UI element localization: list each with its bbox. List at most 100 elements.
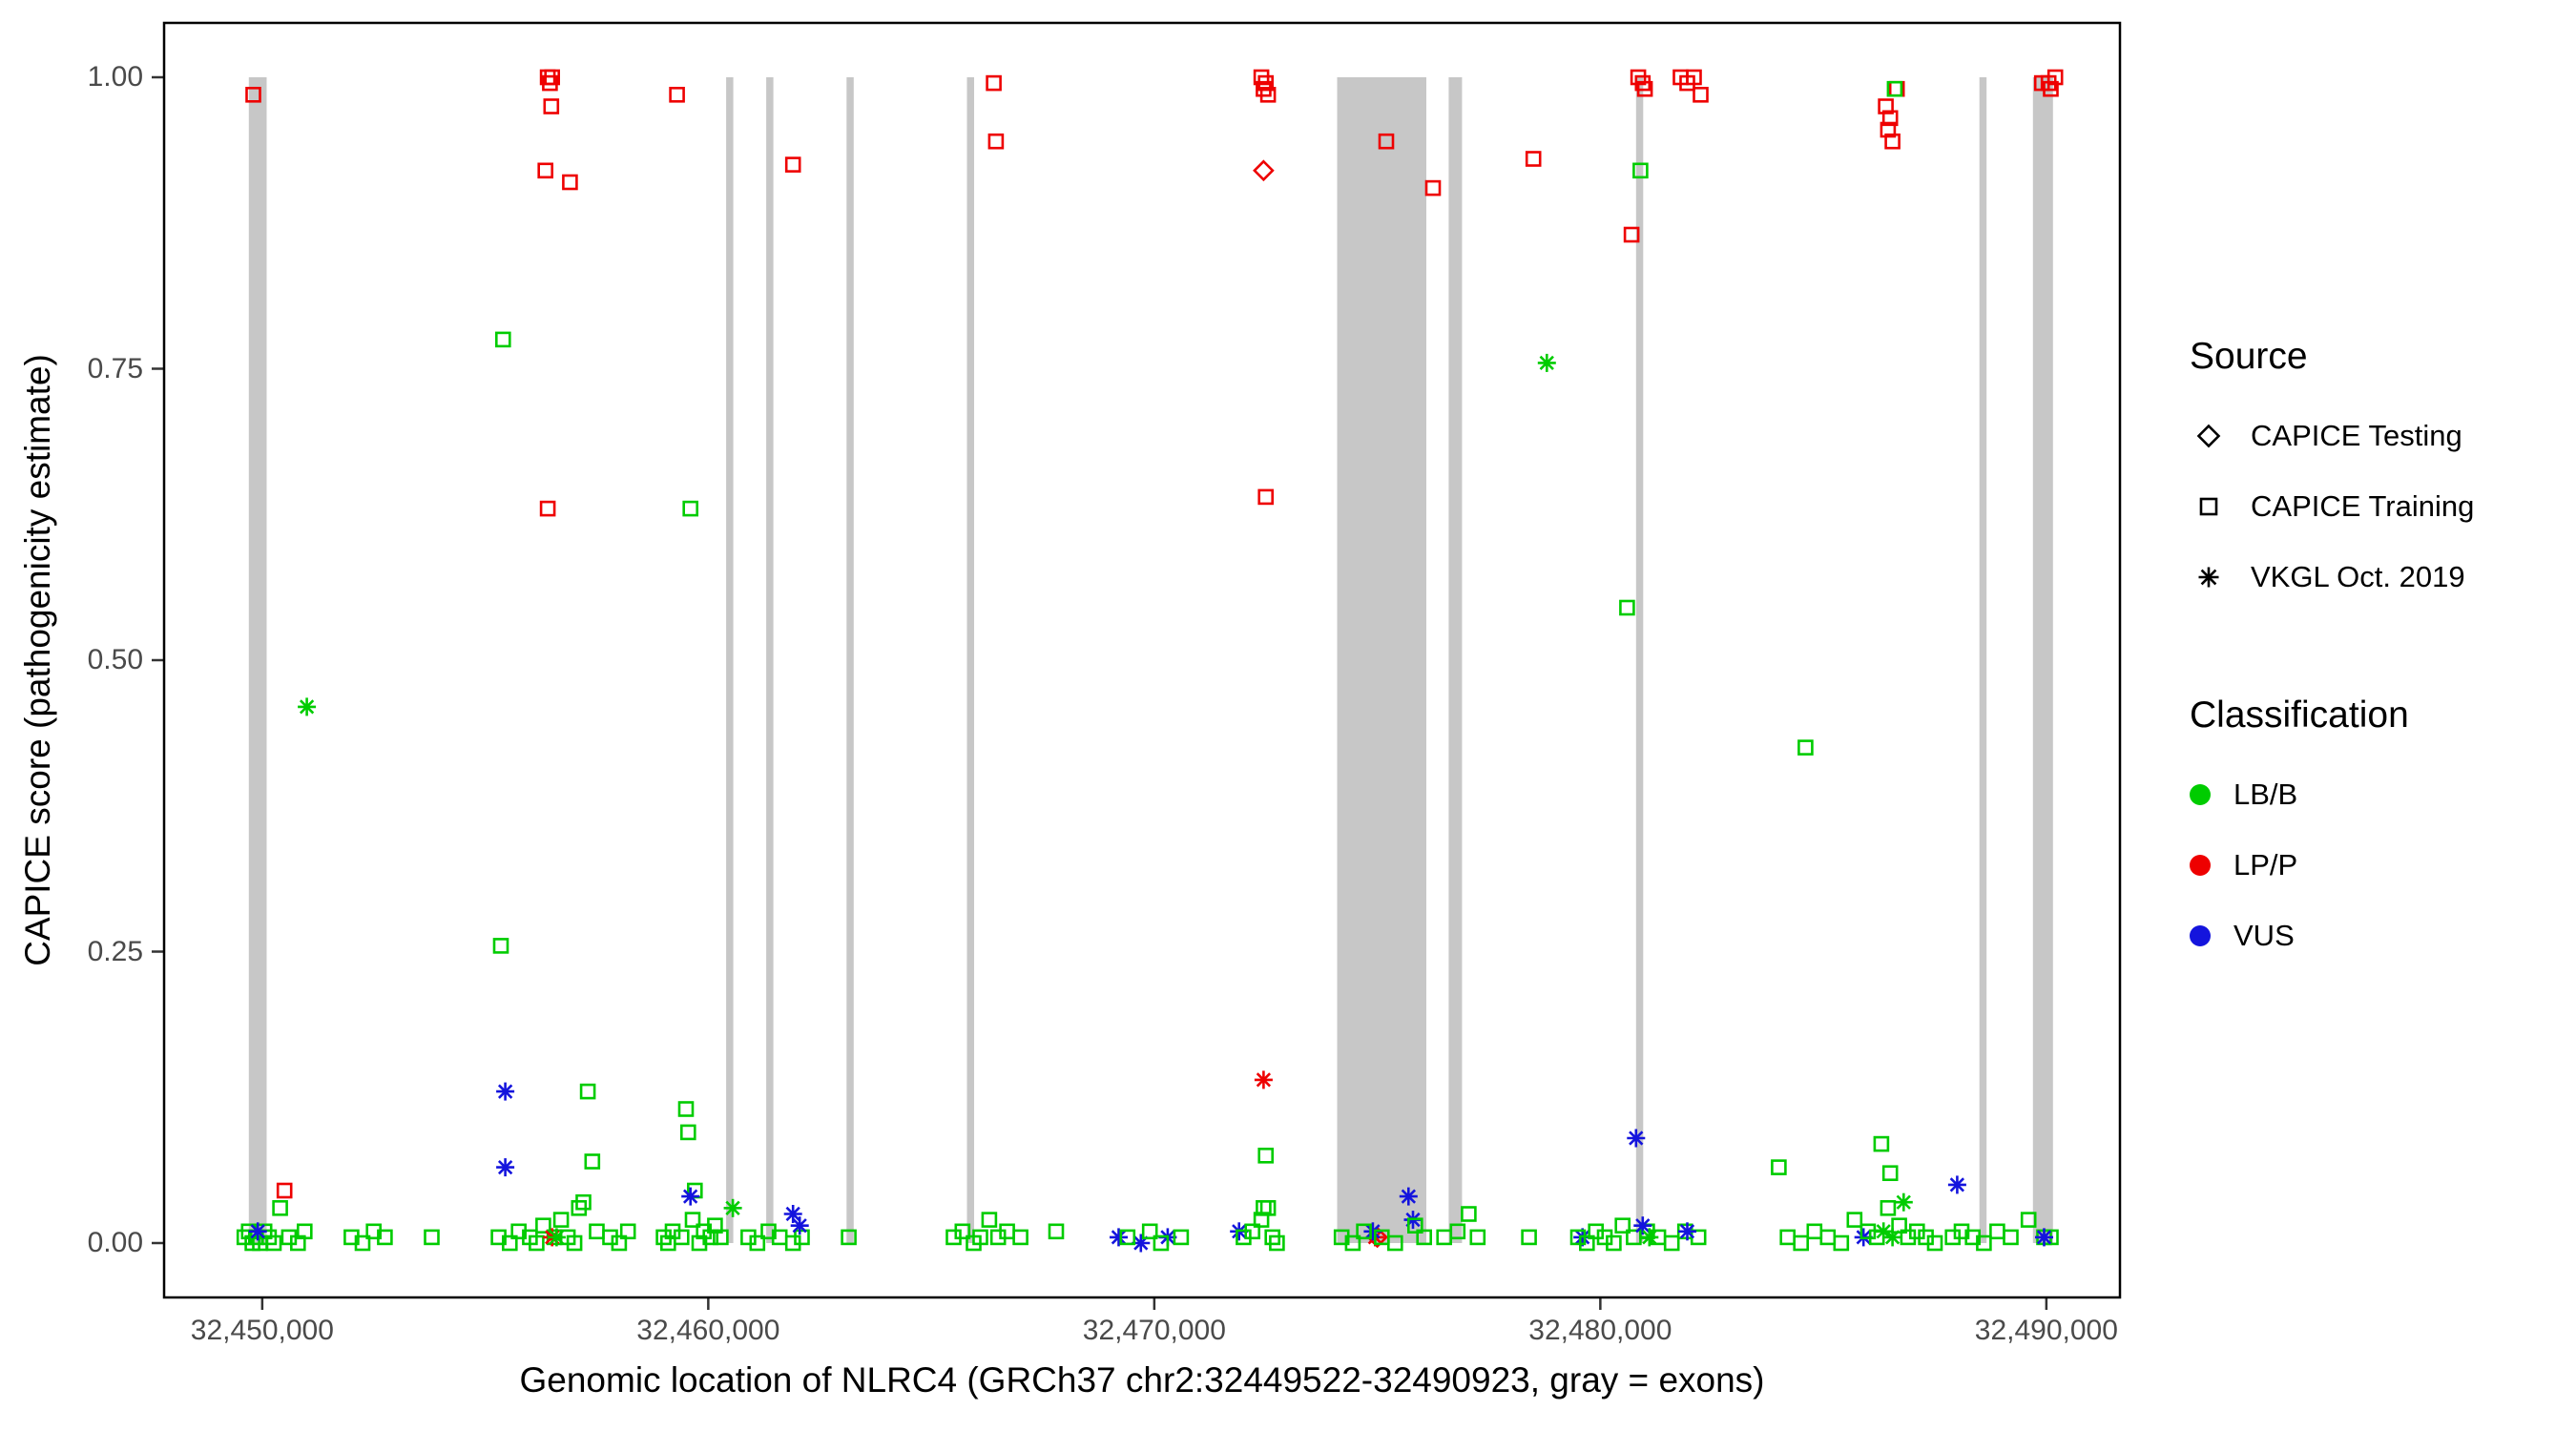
square-marker: [377, 1229, 393, 1246]
square-marker: [1886, 80, 1903, 97]
legend-item-lbb: LB/B: [2190, 759, 2562, 830]
exon-bar: [846, 77, 854, 1243]
x-tick-label: 32,480,000: [1528, 1315, 1672, 1346]
x-axis-tick-labels: 32,450,000 32,460,000 32,470,000 32,480,000…: [0, 1315, 2576, 1357]
square-marker: [2046, 69, 2064, 86]
square-marker: [611, 1234, 628, 1252]
square-marker: [1141, 1223, 1158, 1240]
square-marker: [1469, 1229, 1486, 1246]
exon-bar: [726, 77, 734, 1243]
square-marker: [1416, 1229, 1432, 1246]
asterisk-marker: [2036, 1230, 2052, 1245]
square-marker: [987, 133, 1005, 150]
square-marker: [1269, 1234, 1285, 1252]
asterisk-marker: [1884, 1230, 1901, 1245]
asterisk-marker: [1679, 1224, 1695, 1239]
legend-source-title: Source: [2190, 336, 2308, 377]
legend-item-label: LP/P: [2233, 848, 2298, 881]
square-marker: [713, 1229, 729, 1246]
square-marker: [272, 1200, 288, 1216]
square-marker: [1881, 110, 1899, 127]
square-marker: [669, 87, 685, 103]
asterisk-marker: [1629, 1130, 1644, 1146]
asterisk-marker: [792, 1218, 807, 1234]
diamond-marker: [2196, 424, 2221, 448]
square-marker: [1525, 151, 1542, 167]
square-marker: [1623, 226, 1640, 243]
square-marker: [1257, 488, 1274, 506]
square-marker: [981, 1212, 998, 1228]
square-marker: [954, 1223, 971, 1240]
asterisk-marker: [1642, 1230, 1657, 1245]
square-marker: [1579, 1234, 1595, 1252]
legend-item-label: VUS: [2233, 919, 2295, 952]
diamond-marker-icon: [2196, 424, 2221, 448]
square-marker: [2003, 1229, 2019, 1246]
square-marker: [784, 156, 801, 173]
legend-classification-title: Classification: [2190, 695, 2409, 736]
square-marker: [562, 174, 578, 191]
square-marker: [1989, 1223, 2005, 1240]
asterisk-marker: [1539, 355, 1554, 371]
square-marker: [1636, 80, 1653, 97]
square-marker: [1632, 162, 1649, 179]
asterisk-marker: [1876, 1224, 1891, 1239]
square-marker: [1606, 1234, 1622, 1252]
square-marker: [986, 74, 1002, 92]
square-marker: [1521, 1229, 1537, 1246]
square-marker: [682, 500, 699, 517]
diamond-marker: [1253, 159, 1275, 182]
square-marker: [1012, 1229, 1028, 1246]
square-marker: [1806, 1223, 1823, 1240]
exon-bar: [248, 77, 267, 1243]
y-tick-label: 1.00: [87, 61, 143, 93]
legend: Source CAPICE Testing CAPICE Training VK…: [2190, 336, 2562, 971]
square-marker: [2199, 497, 2218, 516]
exon-bar: [2032, 77, 2053, 1243]
square-marker: [424, 1229, 440, 1246]
square-marker: [1884, 133, 1901, 150]
asterisk-marker: [682, 1189, 698, 1204]
square-marker: [2020, 1212, 2037, 1228]
square-marker: [575, 1193, 592, 1211]
square-marker: [552, 1212, 570, 1228]
square-marker: [1407, 1217, 1423, 1234]
square-marker: [296, 1223, 313, 1240]
asterisk-marker: [299, 699, 315, 715]
square-marker: [1686, 69, 1702, 86]
x-tick-label: 32,470,000: [1082, 1315, 1226, 1346]
square-marker: [1048, 1223, 1065, 1240]
asterisk-marker: [497, 1159, 513, 1175]
square-marker: [535, 1217, 551, 1234]
square-marker: [1257, 1148, 1274, 1164]
square-marker: [245, 87, 261, 103]
y-axis-tick-labels: 0.00 0.25 0.50 0.75 1.00: [0, 0, 143, 1431]
square-marker: [1880, 1200, 1897, 1216]
square-marker: [1356, 1223, 1372, 1240]
square-marker: [501, 1234, 518, 1252]
y-tick-label: 0.25: [87, 935, 143, 967]
exon-bar: [966, 77, 974, 1243]
square-marker-icon: [2199, 497, 2218, 516]
square-marker: [1797, 739, 1814, 756]
legend-item-vus: VUS: [2190, 901, 2562, 971]
square-marker: [494, 331, 511, 348]
y-tick-label: 0.75: [87, 352, 143, 384]
legend-item-capice-training: CAPICE Training: [2190, 471, 2562, 542]
asterisk-marker-icon: [2198, 567, 2219, 588]
square-marker: [566, 1234, 583, 1252]
square-marker: [492, 938, 509, 954]
square-marker: [794, 1229, 810, 1246]
square-marker: [1880, 121, 1897, 138]
asterisk-marker: [785, 1206, 800, 1222]
square-marker: [1119, 1229, 1136, 1246]
asterisk-marker: [497, 1084, 513, 1099]
square-marker: [544, 69, 561, 86]
square-marker: [619, 1223, 636, 1240]
square-marker: [354, 1234, 371, 1252]
square-marker: [841, 1229, 857, 1246]
square-marker: [1153, 1234, 1170, 1252]
square-marker: [1793, 1234, 1809, 1252]
red-dot-icon: [2190, 855, 2211, 876]
asterisk-marker: [250, 1224, 265, 1239]
